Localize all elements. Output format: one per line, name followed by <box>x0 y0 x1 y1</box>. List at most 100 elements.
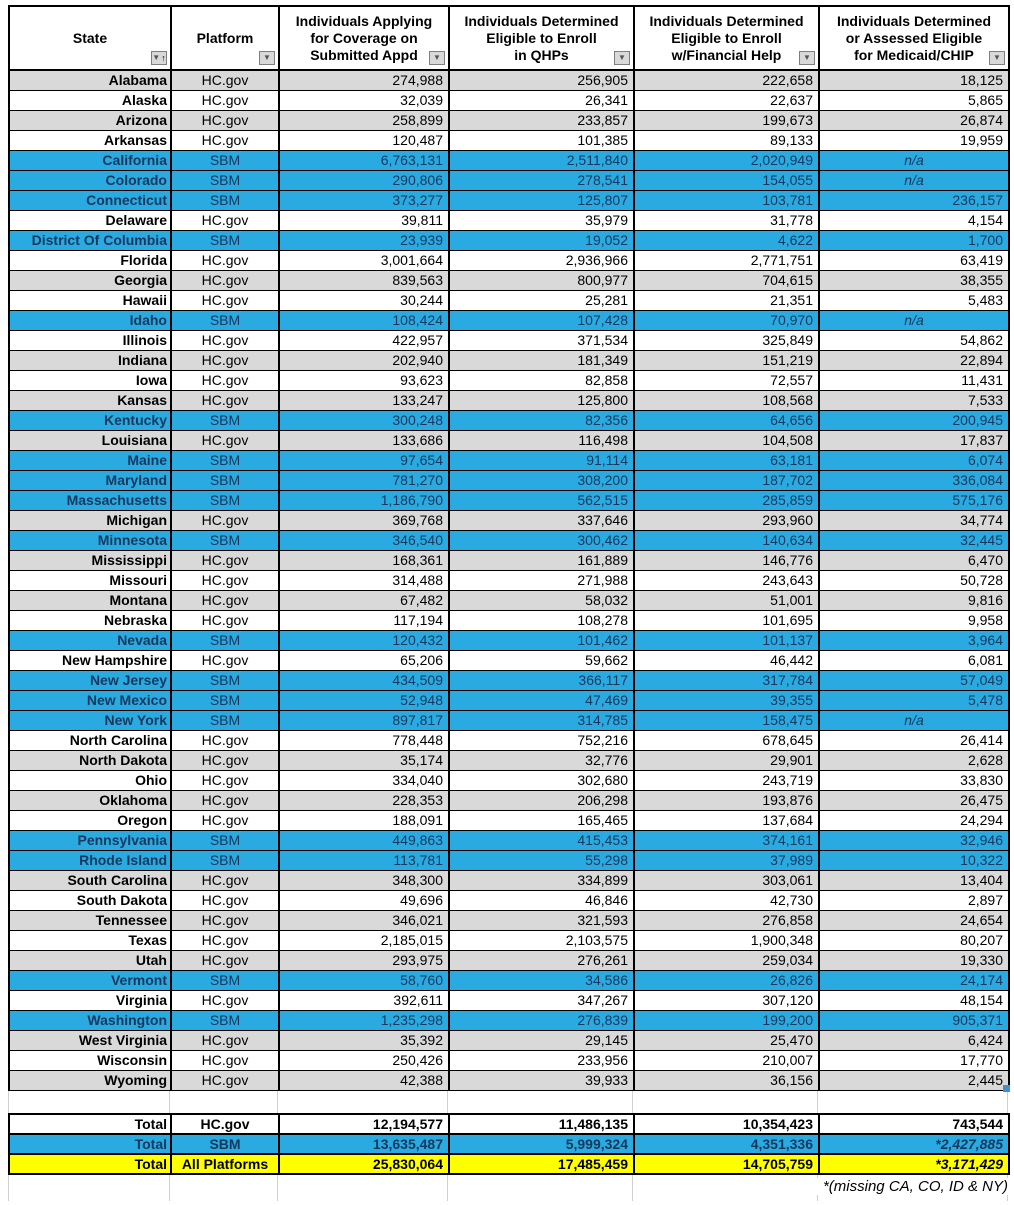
value-cell[interactable]: 31,778 <box>633 209 820 231</box>
value-cell[interactable]: 366,117 <box>448 669 635 691</box>
value-cell[interactable]: 346,021 <box>278 909 450 931</box>
state-cell[interactable]: Indiana <box>8 349 172 371</box>
value-cell[interactable]: 781,270 <box>278 469 450 491</box>
value-cell[interactable]: 3,964 <box>818 629 1010 651</box>
value-cell[interactable]: 65,206 <box>278 649 450 671</box>
platform-cell[interactable]: SBM <box>170 309 280 331</box>
value-cell[interactable]: 336,084 <box>818 469 1010 491</box>
value-cell[interactable]: 93,623 <box>278 369 450 391</box>
total-value-cell[interactable]: 11,486,135 <box>448 1112 635 1135</box>
value-cell[interactable]: 415,453 <box>448 829 635 851</box>
value-cell[interactable]: 202,940 <box>278 349 450 371</box>
state-cell[interactable]: Texas <box>8 929 172 951</box>
value-cell[interactable]: 422,957 <box>278 329 450 351</box>
state-cell[interactable]: South Carolina <box>8 869 172 891</box>
column-header-finhelp[interactable]: Individuals Determined Eligible to Enroll… <box>633 5 820 71</box>
total-value-cell[interactable]: 25,830,064 <box>278 1152 450 1175</box>
platform-cell[interactable]: HC.gov <box>170 89 280 111</box>
value-cell[interactable]: 39,933 <box>448 1069 635 1091</box>
value-cell[interactable]: 206,298 <box>448 789 635 811</box>
value-cell[interactable]: 54,862 <box>818 329 1010 351</box>
value-cell[interactable]: 374,161 <box>633 829 820 851</box>
state-cell[interactable]: Utah <box>8 949 172 971</box>
value-cell[interactable]: 52,948 <box>278 689 450 711</box>
state-cell[interactable]: New Hampshire <box>8 649 172 671</box>
platform-cell[interactable]: HC.gov <box>170 129 280 151</box>
total-platform-cell[interactable]: HC.gov <box>170 1112 280 1135</box>
state-cell[interactable]: Mississippi <box>8 549 172 571</box>
state-cell[interactable]: Wyoming <box>8 1069 172 1091</box>
platform-cell[interactable]: HC.gov <box>170 349 280 371</box>
value-cell[interactable]: 26,341 <box>448 89 635 111</box>
value-cell[interactable]: 5,865 <box>818 89 1010 111</box>
value-cell[interactable]: 2,445 <box>818 1069 1010 1091</box>
value-cell[interactable]: 233,857 <box>448 109 635 131</box>
value-cell[interactable]: 371,534 <box>448 329 635 351</box>
platform-cell[interactable]: SBM <box>170 1009 280 1031</box>
value-cell[interactable]: 317,784 <box>633 669 820 691</box>
value-cell[interactable]: 314,785 <box>448 709 635 731</box>
value-cell[interactable]: 250,426 <box>278 1049 450 1071</box>
value-cell[interactable]: 120,432 <box>278 629 450 651</box>
value-cell[interactable]: 6,081 <box>818 649 1010 671</box>
value-cell[interactable]: 46,846 <box>448 889 635 911</box>
filter-dropdown-icon[interactable]: ▼ <box>429 51 445 65</box>
value-cell[interactable]: 35,979 <box>448 209 635 231</box>
value-cell[interactable]: 137,684 <box>633 809 820 831</box>
value-cell[interactable]: 346,540 <box>278 529 450 551</box>
value-cell[interactable]: 897,817 <box>278 709 450 731</box>
value-cell[interactable]: 34,586 <box>448 969 635 991</box>
platform-cell[interactable]: HC.gov <box>170 609 280 631</box>
platform-cell[interactable]: HC.gov <box>170 769 280 791</box>
platform-cell[interactable]: HC.gov <box>170 729 280 751</box>
value-cell[interactable]: 125,807 <box>448 189 635 211</box>
value-cell[interactable]: 49,696 <box>278 889 450 911</box>
state-cell[interactable]: Oregon <box>8 809 172 831</box>
value-cell[interactable]: 778,448 <box>278 729 450 751</box>
value-cell[interactable]: 97,654 <box>278 449 450 471</box>
total-value-cell[interactable]: 743,544 <box>818 1112 1010 1135</box>
state-cell[interactable]: South Dakota <box>8 889 172 911</box>
value-cell[interactable]: 5,483 <box>818 289 1010 311</box>
platform-cell[interactable]: HC.gov <box>170 789 280 811</box>
value-cell[interactable]: 188,091 <box>278 809 450 831</box>
value-cell[interactable]: 21,351 <box>633 289 820 311</box>
value-cell[interactable]: 63,419 <box>818 249 1010 271</box>
value-cell[interactable]: 2,103,575 <box>448 929 635 951</box>
value-cell[interactable]: 562,515 <box>448 489 635 511</box>
value-cell[interactable]: 80,207 <box>818 929 1010 951</box>
platform-cell[interactable]: HC.gov <box>170 1069 280 1091</box>
value-cell[interactable]: 278,541 <box>448 169 635 191</box>
value-cell[interactable]: 55,298 <box>448 849 635 871</box>
value-cell[interactable]: 256,905 <box>448 69 635 91</box>
value-cell[interactable]: 120,487 <box>278 129 450 151</box>
value-cell[interactable]: 39,811 <box>278 209 450 231</box>
value-cell[interactable]: 101,462 <box>448 629 635 651</box>
value-cell[interactable]: 334,899 <box>448 869 635 891</box>
platform-cell[interactable]: HC.gov <box>170 589 280 611</box>
total-value-cell[interactable]: 14,705,759 <box>633 1152 820 1175</box>
value-cell[interactable]: 6,074 <box>818 449 1010 471</box>
value-cell[interactable]: 47,469 <box>448 689 635 711</box>
state-cell[interactable]: Florida <box>8 249 172 271</box>
value-cell[interactable]: 348,300 <box>278 869 450 891</box>
platform-cell[interactable]: HC.gov <box>170 389 280 411</box>
value-cell[interactable]: 26,874 <box>818 109 1010 131</box>
value-cell[interactable]: 58,760 <box>278 969 450 991</box>
platform-cell[interactable]: SBM <box>170 829 280 851</box>
value-cell[interactable]: 30,244 <box>278 289 450 311</box>
total-value-cell[interactable]: 12,194,577 <box>278 1112 450 1135</box>
value-cell[interactable]: 64,656 <box>633 409 820 431</box>
state-cell[interactable]: Louisiana <box>8 429 172 451</box>
value-cell[interactable]: 34,774 <box>818 509 1010 531</box>
value-cell[interactable]: 2,020,949 <box>633 149 820 171</box>
value-cell[interactable]: 258,899 <box>278 109 450 131</box>
state-cell[interactable]: Kansas <box>8 389 172 411</box>
value-cell[interactable]: 1,900,348 <box>633 929 820 951</box>
platform-cell[interactable]: HC.gov <box>170 249 280 271</box>
state-cell[interactable]: Iowa <box>8 369 172 391</box>
platform-cell[interactable]: SBM <box>170 229 280 251</box>
value-cell[interactable]: 3,001,664 <box>278 249 450 271</box>
platform-cell[interactable]: SBM <box>170 709 280 731</box>
platform-cell[interactable]: HC.gov <box>170 749 280 771</box>
